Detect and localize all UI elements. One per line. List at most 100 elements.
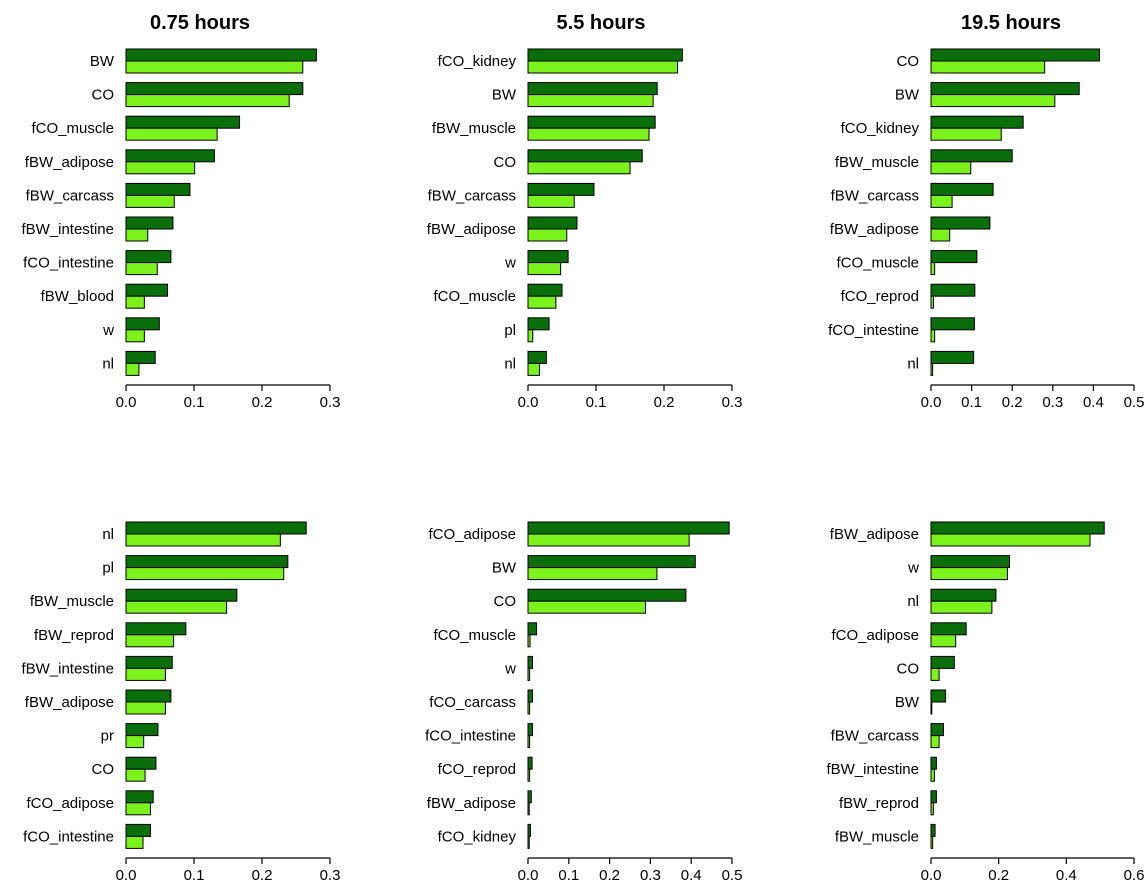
category-label: w <box>907 560 919 577</box>
bar-dark <box>125 622 187 636</box>
bar-light <box>930 533 1091 547</box>
bar-dark <box>930 82 1080 96</box>
category-label: fCO_reprod <box>841 288 919 305</box>
bar-light <box>125 127 218 141</box>
x-tick-label: 0.4 <box>1056 867 1077 884</box>
chart-panel-1: 0.75 hours BW CO fCO_muscle fBW_adipose fBW_c… <box>21 12 340 411</box>
category-label: fBW_blood <box>41 288 114 305</box>
bar-dark <box>930 250 978 264</box>
bar-light <box>125 194 175 208</box>
bar-dark <box>125 790 154 804</box>
bar-dark <box>125 149 215 163</box>
bar-dark <box>527 115 656 129</box>
bar-dark <box>930 689 947 703</box>
bar-light <box>930 567 1008 581</box>
bar-light <box>930 329 936 343</box>
chart-panel-3: 19.5 hours CO BW fCO_kidney fBW_muscle fBW_ca… <box>828 12 1144 411</box>
bar-dark <box>527 588 687 602</box>
x-tick-label: 0.3 <box>1042 394 1063 411</box>
bar-light <box>125 600 228 614</box>
bar-light <box>930 600 993 614</box>
bar-dark <box>527 48 683 62</box>
bar-dark <box>125 82 304 96</box>
category-label: nl <box>907 593 919 610</box>
x-tick-label: 0.1 <box>961 394 982 411</box>
chart-title: 0.75 hours <box>150 12 250 34</box>
bar-dark <box>125 689 172 703</box>
category-label: fBW_muscle <box>30 593 114 610</box>
bar-light <box>527 194 575 208</box>
bar-light <box>527 329 534 343</box>
bar-dark <box>527 317 550 331</box>
bar-dark <box>527 350 547 364</box>
bar-dark <box>527 149 643 163</box>
bar-dark <box>930 350 975 364</box>
bar-dark <box>527 622 538 636</box>
bar-light <box>527 262 562 276</box>
category-label: fCO_kidney <box>841 120 920 137</box>
category-label: fCO_muscle <box>433 288 516 305</box>
x-tick-label: 0.2 <box>654 394 675 411</box>
bar-dark <box>125 823 151 837</box>
x-tick-label: 0.3 <box>640 867 661 884</box>
bar-dark <box>930 723 945 737</box>
bar-dark <box>125 115 241 129</box>
category-label: fBW_adipose <box>25 694 114 711</box>
bar-light <box>930 228 951 242</box>
category-label: fBW_adipose <box>830 221 919 238</box>
category-label: BW <box>492 560 517 577</box>
bar-light <box>930 768 935 782</box>
bar-dark <box>125 182 191 196</box>
category-label: w <box>504 255 516 272</box>
bar-light <box>930 802 934 816</box>
category-label: fBW_reprod <box>839 795 919 812</box>
bar-light <box>527 701 531 715</box>
category-label: fBW_adipose <box>427 795 516 812</box>
x-tick-label: 0.0 <box>518 867 539 884</box>
x-tick-label: 0.2 <box>1002 394 1023 411</box>
bar-light <box>125 295 145 309</box>
category-label: CO <box>92 87 115 104</box>
category-label: fCO_adipose <box>428 526 516 543</box>
bar-dark <box>527 283 563 297</box>
bar-dark <box>125 350 156 364</box>
x-tick-label: 0.2 <box>988 867 1009 884</box>
category-label: fBW_muscle <box>835 828 919 845</box>
category-label: nl <box>102 355 114 372</box>
category-label: fCO_intestine <box>425 728 516 745</box>
bar-light <box>125 802 151 816</box>
bar-light <box>527 60 679 74</box>
category-label: fCO_carcass <box>429 694 516 711</box>
category-label: nl <box>907 355 919 372</box>
bar-dark <box>527 689 533 703</box>
bar-dark <box>930 823 936 837</box>
bar-light <box>527 94 654 108</box>
bar-light <box>930 735 940 749</box>
bar-light <box>125 634 175 648</box>
bar-dark <box>527 790 532 804</box>
x-tick-label: 0.3 <box>320 867 341 884</box>
category-label: CO <box>92 761 115 778</box>
bar-light <box>930 194 953 208</box>
bar-dark <box>930 790 937 804</box>
bar-dark <box>527 756 533 770</box>
bar-light <box>527 127 650 141</box>
category-label: fBW_adipose <box>427 221 516 238</box>
category-label: fBW_reprod <box>34 627 114 644</box>
x-tick-label: 0.5 <box>722 867 743 884</box>
chart-panel-2: 5.5 hours fCO_kidney BW fBW_muscle CO fBW_car… <box>427 12 743 411</box>
x-tick-label: 0.1 <box>558 867 579 884</box>
category-label: fCO_adipose <box>26 795 114 812</box>
bar-dark <box>930 756 937 770</box>
bar-light <box>125 362 140 376</box>
category-label: fCO_kidney <box>438 828 517 845</box>
category-label: fBW_adipose <box>830 526 919 543</box>
x-tick-label: 0.5 <box>1124 394 1145 411</box>
category-label: CO <box>897 660 920 677</box>
bar-light <box>930 667 940 681</box>
x-tick-label: 0.0 <box>518 394 539 411</box>
category-label: fCO_reprod <box>438 761 516 778</box>
bar-dark <box>930 149 1013 163</box>
